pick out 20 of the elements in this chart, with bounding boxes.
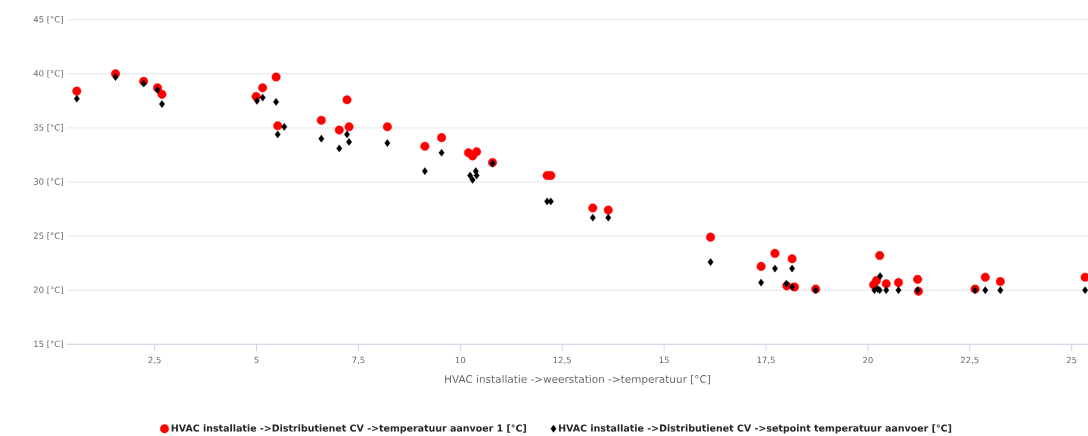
- y-tick-label: 20 [°C]: [33, 286, 63, 294]
- x-tick-label: 25: [1066, 356, 1077, 364]
- x-tick-label: 22,5: [960, 356, 979, 365]
- x-tick-label: 10: [455, 356, 466, 364]
- x-tick-label: 5: [254, 356, 259, 364]
- x-tick-label: 12,5: [553, 356, 571, 365]
- y-tick-label: 15 [°C]: [34, 340, 63, 349]
- x-tick-label: 7,5: [352, 356, 365, 364]
- x-tick-label: 20: [863, 356, 873, 364]
- legend-label: HVAC installatie ->Distributienet CV ->temperatuur aanvoer 1 [°C]: [171, 424, 526, 434]
- x-axis-title: HVAC installatie ->weerstation ->temperatuur [°C]: [445, 374, 710, 386]
- y-tick-label: 40 [°C]: [33, 70, 63, 78]
- y-tick-label: 45 [°C]: [33, 15, 63, 24]
- legend-label: HVAC installatie ->Distributienet CV ->setpoint temperatuur aanvoer [°C]: [559, 424, 952, 434]
- x-tick-label: 17,5: [757, 356, 775, 364]
- y-tick-label: 35 [°C]: [33, 124, 63, 132]
- x-tick-label: 15: [659, 356, 669, 364]
- y-tick-label: 25 [°C]: [33, 232, 63, 240]
- y-tick-label: 30 [°C]: [33, 178, 63, 186]
- x-tick-label: 2,5: [148, 356, 161, 365]
